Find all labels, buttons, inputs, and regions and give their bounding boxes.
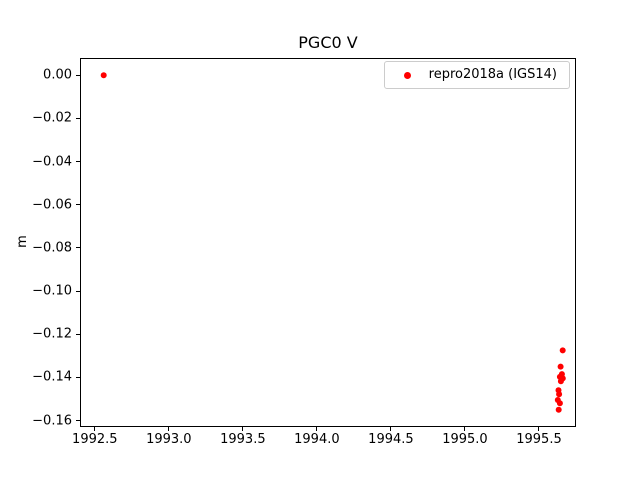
data-point — [559, 347, 566, 354]
y-tick-label: −0.16 — [32, 413, 72, 429]
y-tick-label: −0.14 — [32, 369, 72, 385]
y-tick-label: −0.02 — [32, 110, 72, 126]
scatter-points-layer — [100, 72, 566, 413]
y-tick-label: −0.12 — [32, 326, 72, 342]
x-tick-mark — [94, 427, 96, 431]
data-point — [555, 406, 562, 413]
data-point — [557, 378, 564, 385]
data-point — [100, 72, 107, 79]
plot-area — [80, 58, 576, 427]
x-tick-mark — [168, 427, 170, 431]
x-tick-label: 1992.5 — [72, 432, 118, 447]
x-tick-label: 1993.0 — [146, 432, 192, 447]
y-tick-mark — [76, 376, 80, 378]
legend: repro2018a (IGS14) — [383, 61, 570, 89]
legend-entry-label: repro2018a (IGS14) — [428, 67, 557, 82]
y-tick-mark — [76, 247, 80, 249]
y-tick-mark — [76, 420, 80, 422]
x-tick-mark — [538, 427, 540, 431]
y-tick-mark — [76, 290, 80, 292]
x-tick-label: 1994.5 — [368, 432, 414, 447]
y-tick-mark — [76, 161, 80, 163]
x-tick-mark — [390, 427, 392, 431]
data-point — [556, 391, 563, 398]
data-point — [556, 400, 563, 407]
y-tick-label: −0.08 — [32, 240, 72, 256]
x-tick-mark — [464, 427, 466, 431]
y-tick-label: 0.00 — [43, 67, 72, 83]
chart-title: PGC0 V — [298, 33, 358, 52]
y-tick-mark — [76, 204, 80, 206]
x-tick-mark — [242, 427, 244, 431]
x-tick-label: 1995.0 — [442, 432, 488, 447]
x-tick-mark — [316, 427, 318, 431]
y-tick-label: −0.10 — [32, 283, 72, 299]
x-tick-label: 1995.5 — [516, 432, 562, 447]
y-tick-mark — [76, 117, 80, 119]
x-tick-label: 1993.5 — [220, 432, 266, 447]
legend-handle — [397, 71, 419, 79]
y-tick-mark — [76, 333, 80, 335]
y-tick-mark — [76, 74, 80, 76]
y-tick-label: −0.04 — [32, 154, 72, 170]
dot-marker-icon — [404, 71, 412, 79]
x-tick-label: 1994.0 — [294, 432, 340, 447]
y-tick-label: −0.06 — [32, 197, 72, 213]
data-point — [557, 363, 564, 370]
